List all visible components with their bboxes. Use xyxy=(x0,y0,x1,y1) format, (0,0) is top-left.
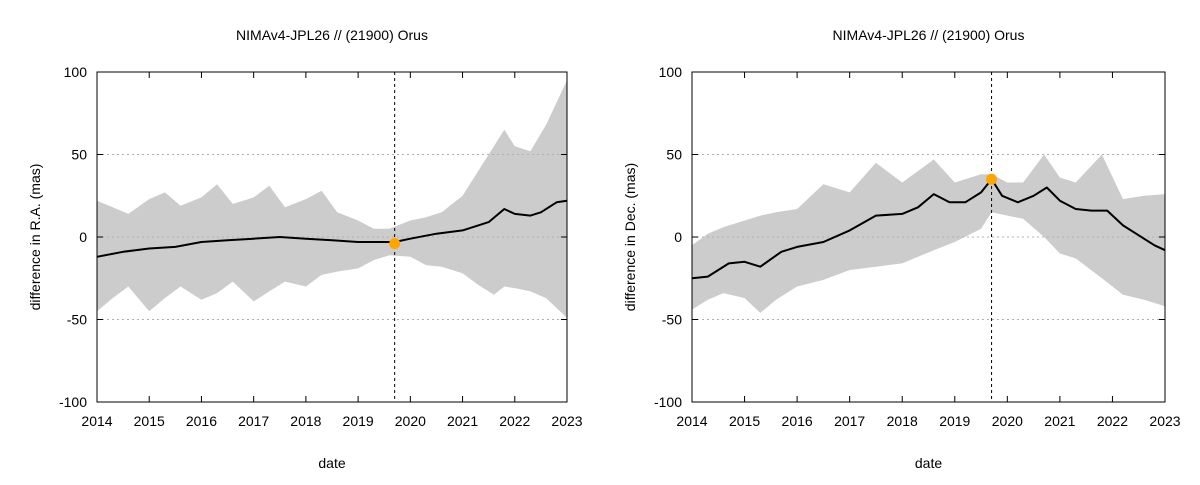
y-tick-label: -100 xyxy=(654,394,682,410)
x-tick-label: 2018 xyxy=(290,413,321,429)
highlight-point xyxy=(986,173,998,185)
x-tick-label: 2016 xyxy=(186,413,217,429)
x-tick-label: 2019 xyxy=(939,413,970,429)
x-tick-label: 2021 xyxy=(1044,413,1075,429)
series-line xyxy=(691,178,1166,280)
y-tick-label: -100 xyxy=(59,394,87,410)
highlight-point xyxy=(389,238,401,250)
y-tick-label: 50 xyxy=(666,147,682,163)
chart-panel-2: 2014 2015 2016 2017 2018 2019 2020 2021 2022 2023… xyxy=(622,27,1181,471)
x-tick-label: 2014 xyxy=(676,413,707,429)
uncertainty-band xyxy=(97,80,567,318)
chart-title: NIMAv4-JPL26 // (21900) Orus xyxy=(236,27,428,43)
x-tick-label: 2018 xyxy=(887,413,918,429)
uncertainty-band xyxy=(692,154,1165,313)
x-tick-label: 2020 xyxy=(395,413,426,429)
chart-title: NIMAv4-JPL26 // (21900) Orus xyxy=(833,27,1025,43)
y-tick-label: 50 xyxy=(71,147,87,163)
x-tick-label: 2022 xyxy=(1097,413,1128,429)
y-tick-label: 100 xyxy=(659,64,683,80)
y-tick-label: -50 xyxy=(67,312,87,328)
x-tick-label: 2021 xyxy=(447,413,478,429)
x-tick-label: 2015 xyxy=(134,413,165,429)
x-tick-label: 2015 xyxy=(729,413,760,429)
y-tick-label: 0 xyxy=(674,229,682,245)
x-tick-label: 2017 xyxy=(238,413,269,429)
chart-panel-1: 2014 2015 2016 2017 2018 2019 2020 2021 2022 2023… xyxy=(27,27,583,471)
x-tick-label: 2014 xyxy=(81,413,112,429)
y-tick-label: 100 xyxy=(64,64,88,80)
x-tick-label: 2023 xyxy=(1149,413,1180,429)
y-axis-label: difference in Dec. (mas) xyxy=(622,163,638,311)
x-tick-label: 2022 xyxy=(499,413,530,429)
x-tick-label: 2019 xyxy=(343,413,374,429)
y-axis-label: difference in R.A. (mas) xyxy=(27,164,43,311)
x-tick-label: 2017 xyxy=(834,413,865,429)
x-tick-label: 2016 xyxy=(782,413,813,429)
x-tick-label: 2023 xyxy=(551,413,582,429)
x-axis-label: date xyxy=(318,455,345,471)
x-tick-label: 2020 xyxy=(992,413,1023,429)
y-tick-label: 0 xyxy=(79,229,87,245)
x-axis-label: date xyxy=(915,455,942,471)
series-line xyxy=(96,199,568,258)
y-tick-label: -50 xyxy=(662,312,682,328)
